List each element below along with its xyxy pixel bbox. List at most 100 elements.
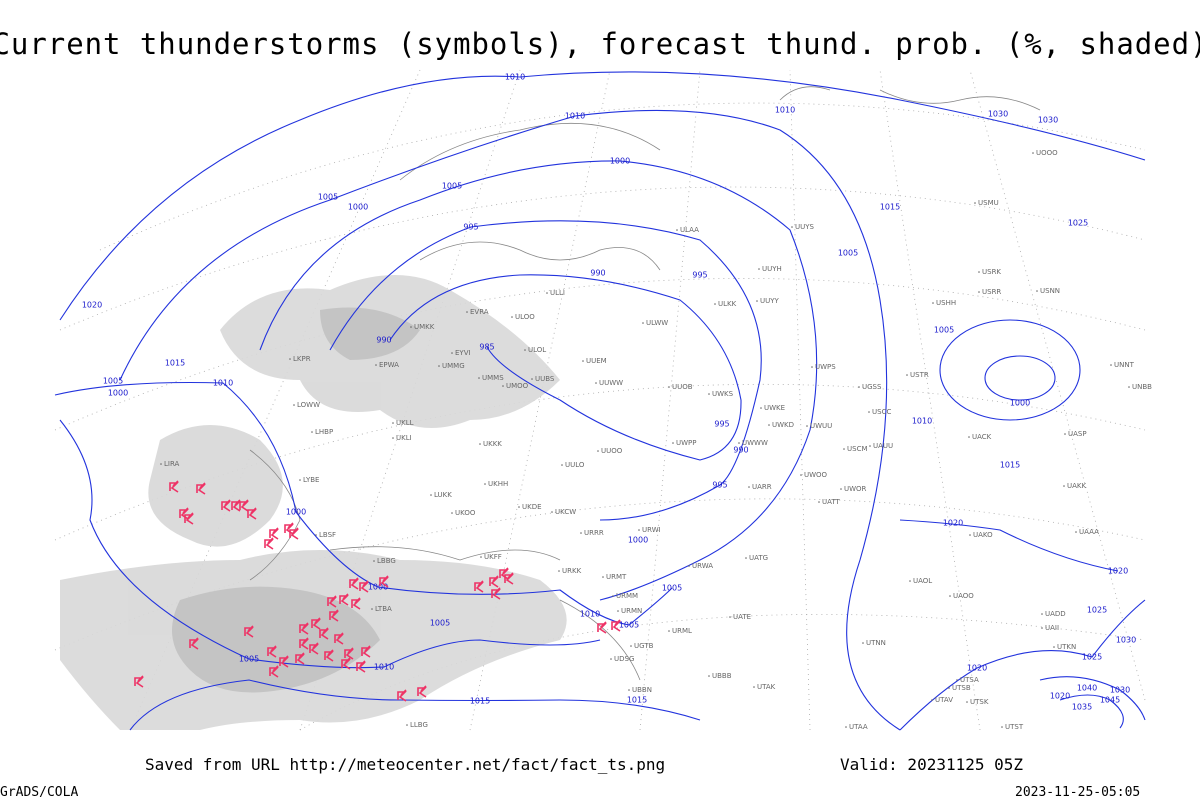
station-label: USRK	[982, 268, 1001, 276]
station-label: UKHH	[488, 480, 508, 488]
station-dot	[511, 316, 513, 318]
isobar-label: 1010	[580, 610, 600, 619]
station-label: USNN	[1040, 287, 1060, 295]
station-label: UKDE	[522, 503, 542, 511]
isobar-label: 1030	[1110, 686, 1130, 695]
thunderstorm-symbol	[597, 621, 607, 634]
station-dot	[293, 404, 295, 406]
thunderstorm-symbol	[309, 642, 319, 655]
station-label: URKK	[562, 567, 582, 575]
station-label: UWOR	[844, 485, 867, 493]
station-label: UNBB	[1132, 383, 1152, 391]
station-dot	[968, 436, 970, 438]
thunderstorm-symbol	[134, 675, 144, 688]
station-label: UTSA	[960, 676, 979, 684]
station-dot	[845, 726, 847, 728]
station-dot	[551, 511, 553, 513]
station-label: UTAV	[935, 696, 953, 704]
station-label: UUEM	[586, 357, 607, 365]
isobar-label: 995	[692, 271, 707, 280]
isobar-label: 1045	[1100, 696, 1120, 705]
station-label: UKKK	[483, 440, 502, 448]
thunderstorm-symbol	[504, 572, 514, 585]
station-dot	[791, 226, 793, 228]
station-dot	[738, 442, 740, 444]
station-label: UGTB	[634, 642, 654, 650]
thunderstorm-symbol	[359, 580, 369, 593]
station-label: UAUU	[873, 442, 893, 450]
station-dot	[676, 229, 678, 231]
isobar-label: 1015	[165, 359, 185, 368]
station-dot	[561, 464, 563, 466]
station-label: UBBN	[632, 686, 652, 694]
station-dot	[597, 450, 599, 452]
station-label: LKPR	[293, 355, 311, 363]
station-dot	[1036, 290, 1038, 292]
station-label: UMMG	[442, 362, 465, 370]
isobar-label: 1030	[988, 110, 1008, 119]
thunderstorm-symbol	[267, 645, 277, 658]
thunderstorm-symbol	[269, 665, 279, 678]
station-label: UNNT	[1114, 361, 1135, 369]
isobar-label: 1020	[1050, 692, 1070, 701]
station-dot	[956, 679, 958, 681]
station-label: UWWW	[742, 439, 768, 447]
thunderstorm-symbol	[361, 645, 371, 658]
station-label: LLBG	[410, 721, 428, 729]
isobar-label: 1015	[1000, 461, 1020, 470]
station-label: EVRA	[470, 308, 489, 316]
station-dot	[1041, 627, 1043, 629]
station-label: UASP	[1068, 430, 1087, 438]
thunderstorm-symbol	[611, 619, 621, 632]
station-label: UKFF	[484, 553, 502, 561]
thunderstorm-symbol	[289, 527, 299, 540]
station-label: UUOB	[672, 383, 693, 391]
isobar-label: 990	[590, 269, 605, 278]
station-dot	[582, 360, 584, 362]
thunderstorm-symbol	[397, 689, 407, 702]
station-dot	[978, 291, 980, 293]
isobar-label: 1010	[213, 379, 233, 388]
station-dot	[714, 303, 716, 305]
station-label: UUWW	[599, 379, 623, 387]
station-dot	[974, 202, 976, 204]
station-dot	[642, 322, 644, 324]
station-dot	[745, 557, 747, 559]
station-label: UAOO	[953, 592, 974, 600]
isobar-label: 1000	[628, 536, 648, 545]
isobar-label: 1015	[470, 697, 490, 706]
thunderstorm-symbol	[324, 649, 334, 662]
isobar-label: 1005	[103, 377, 123, 386]
station-dot	[862, 642, 864, 644]
thunderstorm-symbol	[339, 593, 349, 606]
station-label: UATG	[749, 554, 768, 562]
station-dot	[858, 386, 860, 388]
station-label: URWI	[642, 526, 661, 534]
station-label: UWPS	[815, 363, 836, 371]
station-dot	[818, 501, 820, 503]
station-dot	[1110, 364, 1112, 366]
thunderstorm-symbol	[247, 507, 257, 520]
station-dot	[638, 529, 640, 531]
station-dot	[909, 580, 911, 582]
station-label: UAII	[1045, 624, 1059, 632]
station-label: URMM	[616, 592, 638, 600]
station-label: UOOO	[1036, 149, 1058, 157]
station-label: USCC	[872, 408, 891, 416]
thunderstorm-symbol	[491, 587, 501, 600]
isobar-label: 1005	[442, 182, 462, 191]
station-dot	[688, 565, 690, 567]
thunderstorm-symbol	[269, 527, 279, 540]
source-url: Saved from URL http://meteocenter.net/fa…	[145, 755, 665, 774]
station-label: USRR	[982, 288, 1001, 296]
thunderstorm-symbol	[221, 499, 231, 512]
isobar-label: 1005	[934, 326, 954, 335]
station-dot	[311, 431, 313, 433]
station-label: UWKS	[712, 390, 734, 398]
station-dot	[840, 488, 842, 490]
station-dot	[371, 608, 373, 610]
isobar-label: 1000	[1010, 399, 1030, 408]
station-dot	[1041, 613, 1043, 615]
thunderstorm-symbol	[344, 647, 354, 660]
station-dot	[1001, 726, 1003, 728]
